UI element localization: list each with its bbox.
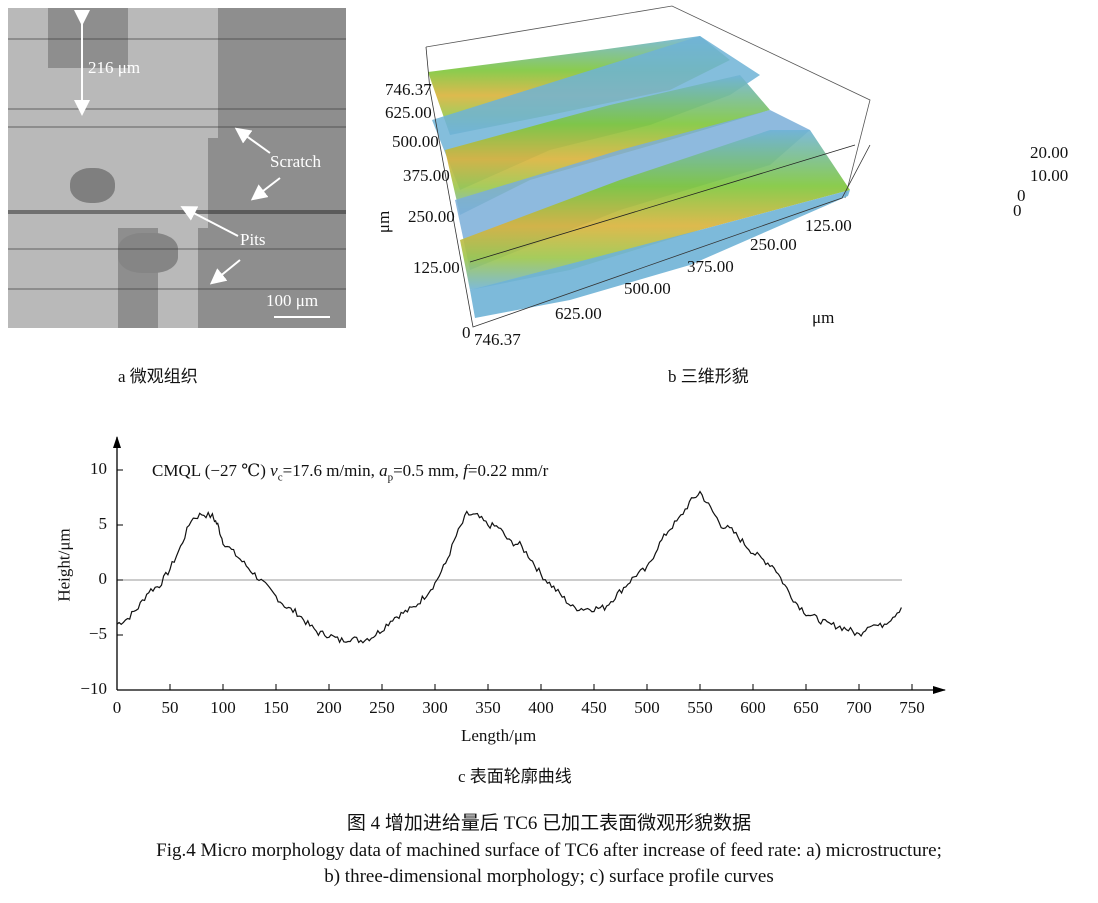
y-tick-label: 0: [98, 569, 108, 588]
x-tick-label: 50: [161, 698, 179, 717]
x-axis-label: Length/μm: [461, 726, 537, 745]
y-axis-label: Height/μm: [54, 528, 74, 602]
figure-caption-en-1: Fig.4 Micro morphology data of machined …: [156, 840, 942, 861]
annotation-arrows: [74, 10, 330, 318]
chart-annotation: CMQL (−27 ℃) vc=17.6 m/min, ap=0.5 mm, f…: [152, 461, 549, 484]
x-tick-label: 0: [112, 698, 122, 717]
figure-caption-cn: 图 4 增加进给量后 TC6 已加工表面微观形貌数据: [346, 813, 752, 834]
y-tick-label: −5: [88, 624, 107, 643]
x-tick-label: 150: [263, 698, 289, 717]
3d-x-unit: μm: [812, 308, 835, 327]
x-tick-label: 600: [740, 698, 766, 717]
x-axis-arrow: [933, 686, 946, 694]
pits-label: Pits: [240, 230, 266, 249]
x-tick-label: 350: [475, 698, 501, 717]
profile-line: [116, 490, 902, 644]
surface-band-5: [460, 130, 850, 290]
scratch-label: Scratch: [270, 152, 321, 171]
panel-b-caption: b 三维形貌: [668, 367, 749, 386]
scale-bar-label: 100 μm: [266, 291, 319, 310]
profile-chart: [113, 436, 946, 694]
x-tick-label: 550: [687, 698, 713, 717]
microstructure-image: 216 μm Scratch Pits 100 μm: [8, 8, 346, 328]
3d-surface-plot: [425, 5, 871, 328]
surface-band-6: [470, 190, 850, 318]
figure-caption-en-2: b) three-dimensional morphology; c) surf…: [324, 866, 774, 887]
x-tick-label: 700: [846, 698, 872, 717]
x-tick-label: 450: [581, 698, 607, 717]
x-tick-label: 500: [634, 698, 660, 717]
x-tick-label: 400: [528, 698, 554, 717]
x-tick-label: 250: [369, 698, 395, 717]
panel-a-caption: a 微观组织: [118, 367, 198, 386]
x-tick-label: 200: [316, 698, 342, 717]
y-tick-label: 10: [90, 459, 107, 478]
x-tick-label: 300: [422, 698, 448, 717]
y-axis-arrow: [113, 436, 121, 448]
panel-c-caption: c 表面轮廓曲线: [458, 767, 572, 786]
y-tick-label: 5: [98, 514, 108, 533]
x-tick-label: 650: [793, 698, 819, 717]
width-annotation: 216 μm: [88, 58, 141, 77]
y-tick-label: −10: [80, 679, 107, 698]
x-tick-label: 750: [899, 698, 925, 717]
x-tick-label: 100: [210, 698, 236, 717]
3d-y-unit: μm: [374, 210, 394, 234]
